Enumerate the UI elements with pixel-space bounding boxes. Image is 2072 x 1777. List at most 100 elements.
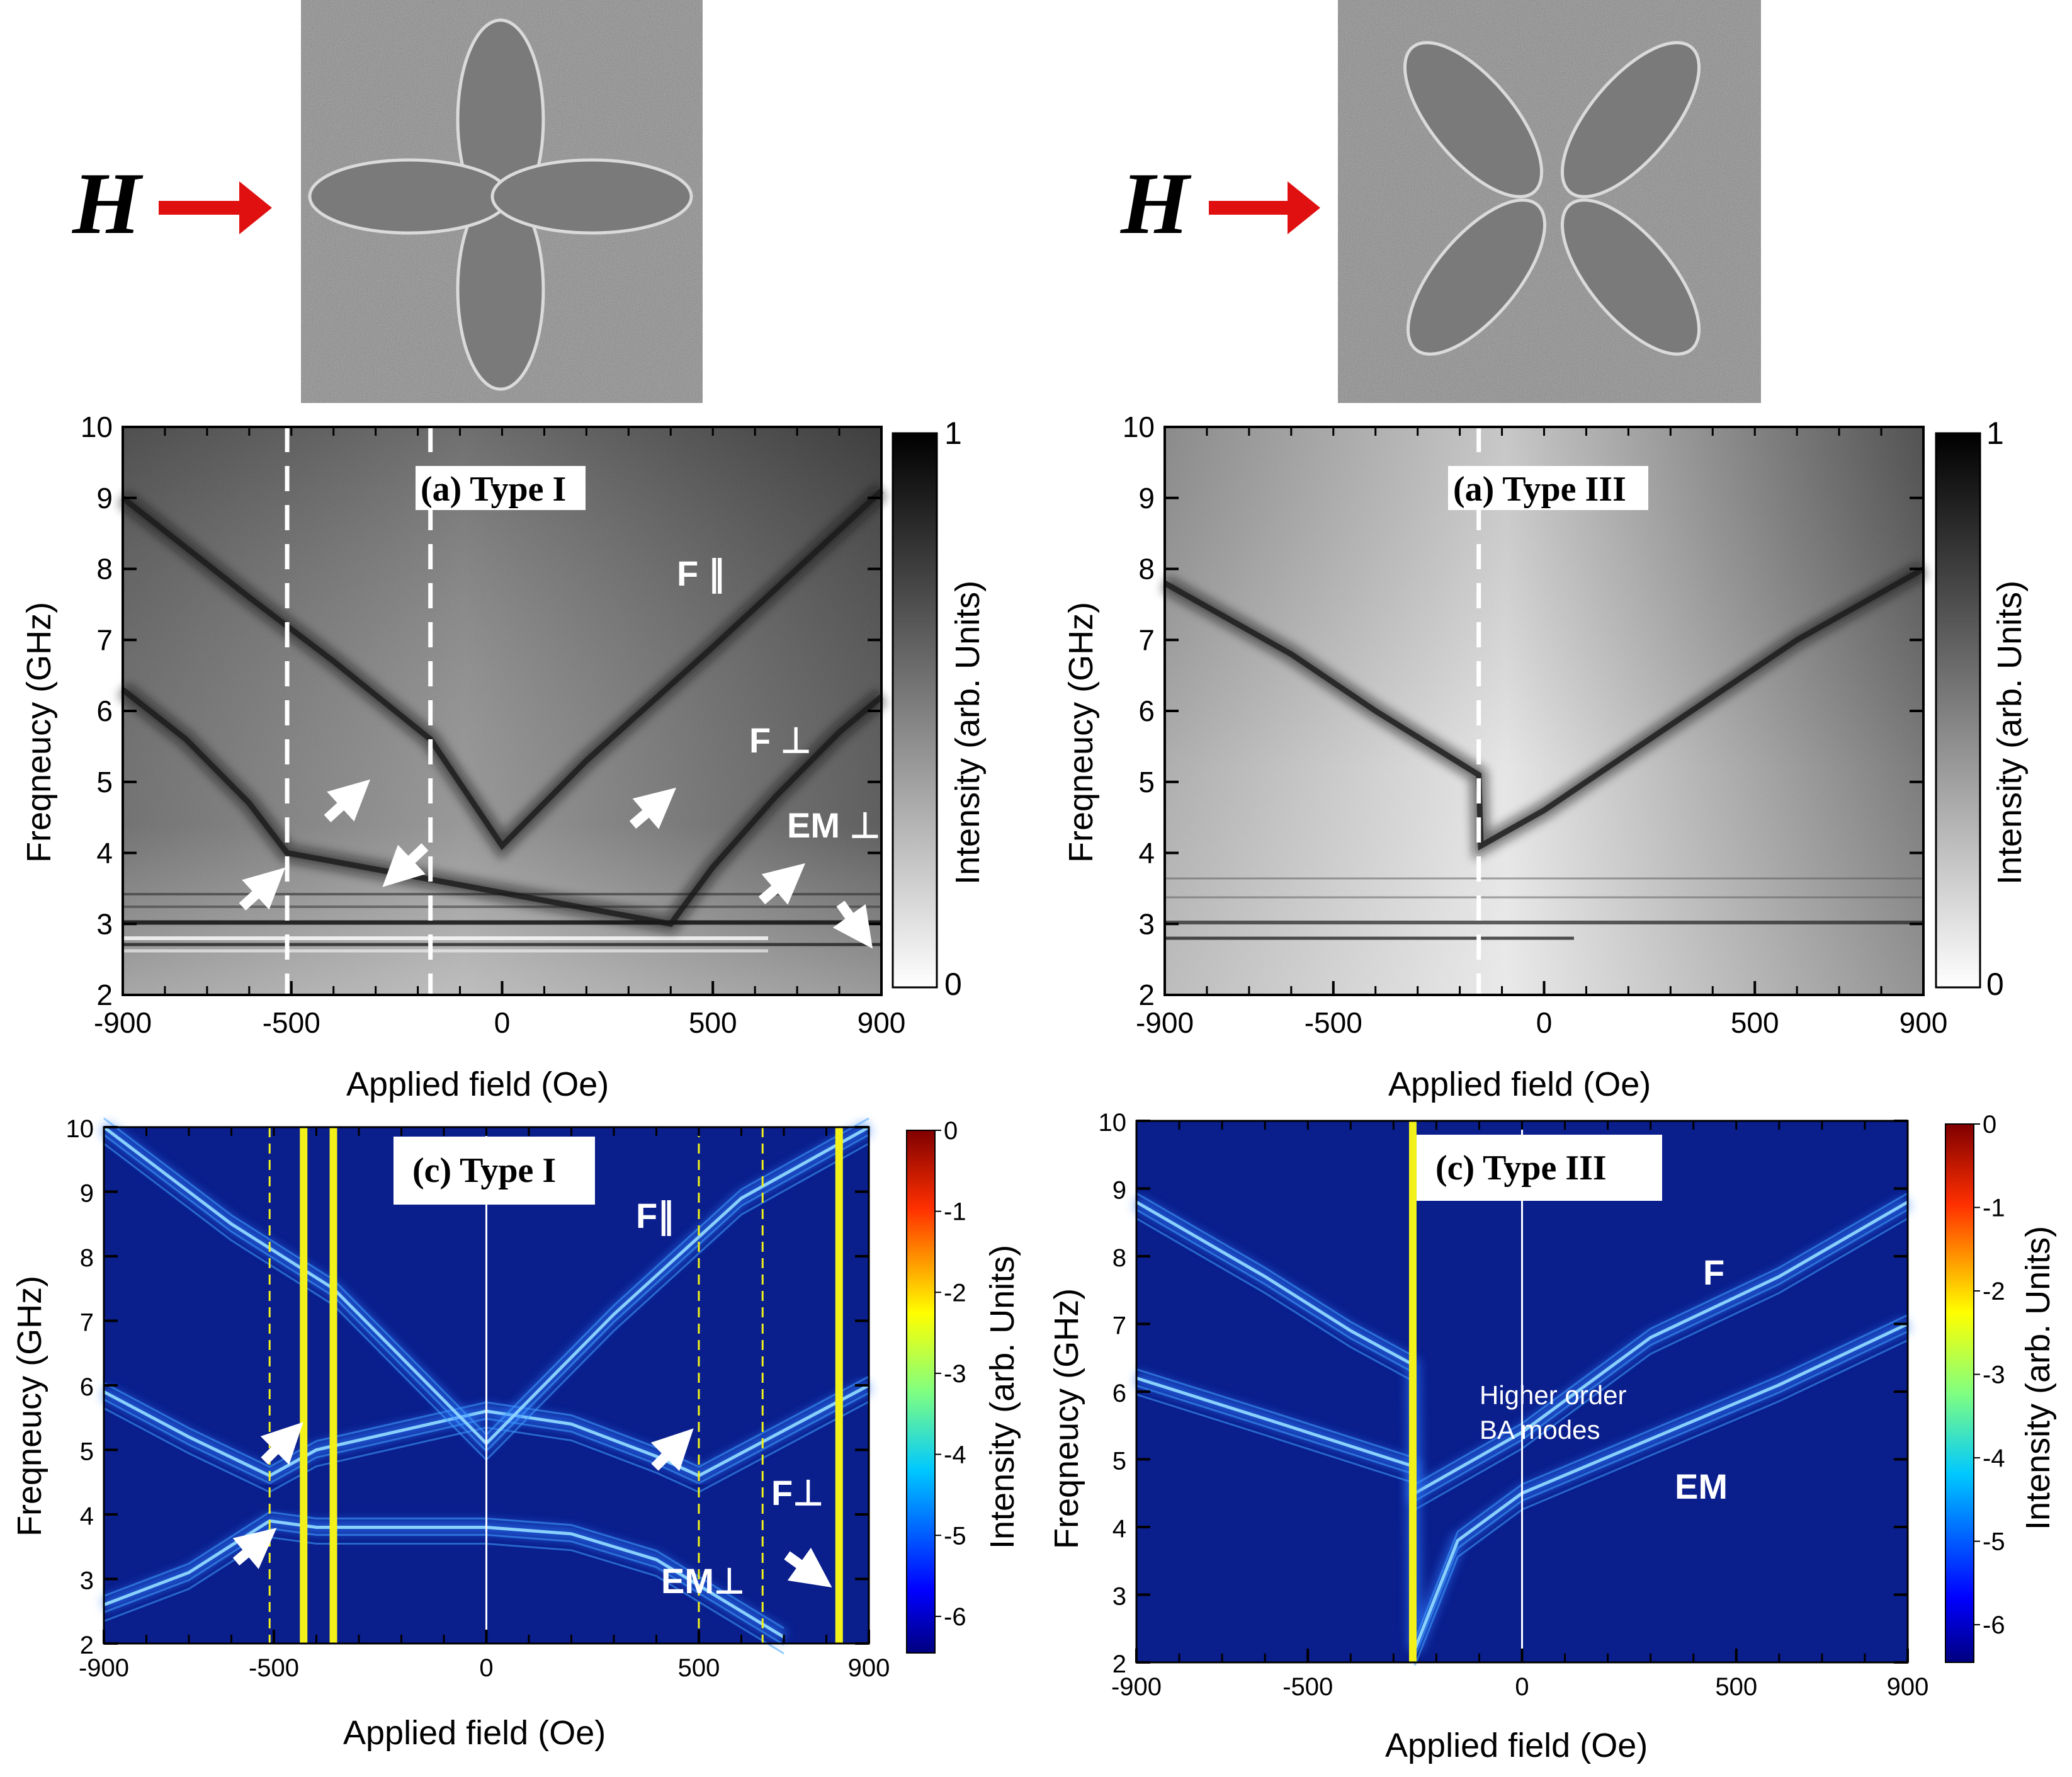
c1-arrow-1: [232, 1528, 277, 1569]
a1-colorbar: 1 0 Intensity (arb. Units): [892, 416, 987, 1002]
a1-ytick-label: 7: [96, 623, 113, 656]
a2-colorbar: 1 0 Intensity (arb. Units): [1935, 416, 2029, 1002]
a2-colorbar-min: 0: [1986, 967, 2004, 1002]
a1-ytick-label: 3: [96, 907, 113, 940]
c2-cbar-tick-label: -3: [1983, 1361, 2005, 1389]
a1-colorbar-min: 0: [944, 967, 962, 1002]
red-arrowhead-right: [1288, 181, 1320, 234]
a1-colorbar-max: 1: [944, 416, 962, 451]
a1-xtick-label: 500: [689, 1006, 737, 1039]
c2-xtick-label: 500: [1715, 1673, 1757, 1701]
c2-cbar-tick-label: -2: [1983, 1278, 2005, 1305]
a1-branch-1: [121, 687, 883, 928]
c1-arrow-3: [650, 1428, 694, 1472]
c2-branch-1: [1136, 1322, 1909, 1650]
c2-ytick-label: 3: [1112, 1583, 1126, 1611]
a1-axes: -900 -500 0 500 900 2 3 4 5 6 7 8 9 10: [81, 411, 906, 1039]
c1-panel-title: (c) Type I: [412, 1151, 556, 1190]
c2-cbar-tick-label: -1: [1983, 1195, 2005, 1222]
c2-xtick-label: -500: [1282, 1673, 1333, 1701]
c2-cbar-tick-label: -4: [1983, 1445, 2005, 1472]
c2-branch-1-echo-0: [1136, 1331, 1908, 1657]
sem-image-type-i: [301, 0, 703, 403]
c1-cbar-tick-label: -2: [944, 1279, 966, 1307]
a2-axes: -900 -500 0 500 900 2 3 4 5 6 7 8 9 10: [1123, 411, 1948, 1039]
c1-arrows: [232, 1422, 832, 1588]
field-direction-left: H: [71, 155, 272, 253]
c1-branch-0-echo-0: [103, 1392, 869, 1485]
a2-colorbar-max: 1: [1986, 416, 2004, 451]
c1-cbar-tick-label: -3: [944, 1360, 966, 1388]
c1-ytick-label: 6: [80, 1373, 94, 1401]
a1-mode-branches: [117, 484, 887, 933]
c2-branch-1-echo-2: [1136, 1339, 1908, 1666]
c1-cbar-tick-label: -6: [944, 1603, 966, 1631]
panel-c-type-iii: -900 -500 0 500 900 2 3 4 5 6 7 8 9 10 (c) Type III F…: [1048, 1109, 2057, 1764]
a1-ytick-label: 9: [96, 482, 113, 514]
a2-xtick-label: 900: [1899, 1006, 1948, 1039]
c1-cbar-tick-label: -1: [944, 1198, 966, 1226]
a2-ytick-label: 5: [1138, 766, 1155, 798]
c1-ytick-label: 3: [80, 1567, 94, 1595]
a2-xtick-label: -500: [1305, 1006, 1362, 1039]
c1-label-f-perp: F⊥: [771, 1473, 824, 1513]
a1-xtick-label: 900: [858, 1006, 906, 1039]
c1-label-em-perp: EM⊥: [661, 1561, 745, 1601]
c2-ytick-label: 4: [1112, 1515, 1126, 1543]
c2-ytick-label: 2: [1112, 1650, 1126, 1678]
c2-dashed-lines: [1408, 1121, 1523, 1662]
field-direction-right: H: [1119, 155, 1320, 253]
c2-branch-1-echo-1: [1136, 1314, 1908, 1641]
a2-mode-branches: [1160, 562, 1928, 860]
c1-label-f-parallel: F∥: [636, 1196, 675, 1236]
a1-plot-area: [117, 427, 887, 995]
c1-ytick-label: 7: [80, 1309, 94, 1337]
a1-arrow-6: [832, 900, 873, 949]
c1-ytick-label: 9: [80, 1180, 94, 1208]
a2-branch-0: [1163, 566, 1925, 851]
c1-colorbar-title: Intensity (arb. Units): [983, 1245, 1021, 1549]
c2-xtick-label: 0: [1515, 1673, 1529, 1701]
c1-colorbar: Intensity (arb. Units) 0 -1 -2 -3 -4 -5 -6: [906, 1117, 1021, 1654]
a1-xtick-label: 0: [494, 1006, 511, 1039]
c2-xlabel: Applied field (Oe): [1385, 1727, 1648, 1764]
a2-xtick-label: -900: [1136, 1006, 1194, 1039]
a1-ylabel: Freqneucy (GHz): [20, 602, 58, 863]
c1-ytick-label: 8: [80, 1244, 94, 1272]
a2-ytick-label: 4: [1138, 837, 1155, 870]
c1-xtick-label: 500: [678, 1654, 720, 1682]
a1-ytick-label: 4: [96, 837, 113, 870]
c2-plot-area: [1133, 1121, 1911, 1666]
c1-axes: -900 -500 0 500 900 2 3 4 5 6 7 8 9 10: [66, 1115, 890, 1682]
c2-cbar-tick-label: -5: [1983, 1528, 2005, 1556]
a2-ylabel: Freqneucy (GHz): [1062, 602, 1100, 863]
c1-cbar-tick-label: 0: [944, 1117, 958, 1145]
c1-xtick-label: 900: [848, 1654, 890, 1682]
c2-xtick-label: 900: [1887, 1673, 1929, 1701]
c2-xtick-label: -900: [1111, 1673, 1162, 1701]
c2-label-em: EM: [1675, 1467, 1728, 1506]
a1-ytick-label: 8: [96, 553, 113, 586]
a1-ytick-label: 2: [96, 979, 113, 1011]
a1-colorbar-title: Intensity (arb. Units): [949, 581, 987, 885]
c2-ytick-label: 5: [1112, 1448, 1126, 1475]
a1-label-f-perp: F ⊥: [749, 720, 812, 760]
c1-ylabel: Freqneucy (GHz): [11, 1276, 48, 1536]
a2-xlabel: Applied field (Oe): [1388, 1065, 1651, 1103]
c1-arrow-2: [260, 1422, 303, 1465]
a2-ytick-label: 3: [1138, 907, 1155, 940]
c2-ytick-label: 6: [1112, 1380, 1126, 1407]
a2-ytick-label: 7: [1138, 623, 1155, 656]
c2-ytick-label: 9: [1112, 1177, 1126, 1205]
a1-arrow-5: [758, 863, 806, 905]
a1-xtick-label: -500: [263, 1006, 320, 1039]
c2-cbar-tick-label: -6: [1983, 1611, 2005, 1639]
c1-xtick-label: 0: [479, 1654, 493, 1682]
a1-label-em-perp: EM ⊥: [787, 805, 880, 845]
a1-ytick-label: 5: [96, 766, 113, 798]
red-arrowhead-left: [239, 181, 272, 234]
c2-ylabel: Freqneucy (GHz): [1048, 1288, 1085, 1549]
